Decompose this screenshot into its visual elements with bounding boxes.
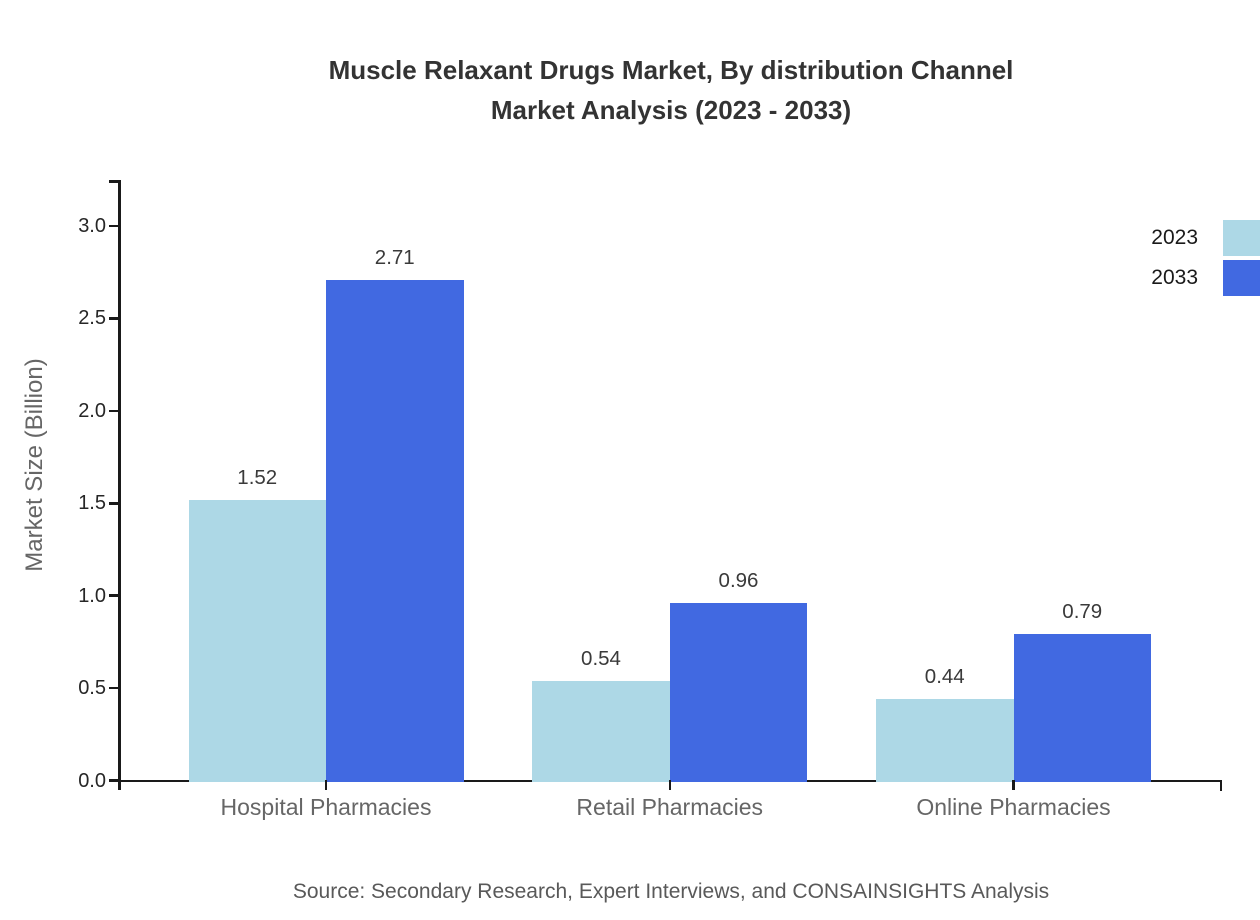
y-tick-mark: [109, 594, 118, 597]
bar-value-label: 0.79: [1062, 600, 1103, 624]
y-axis-line: [118, 180, 121, 790]
bar-2033-2: [1013, 634, 1151, 783]
x-tick-mark: [1012, 780, 1015, 790]
x-axis-end-cap: [1219, 779, 1222, 791]
bar-value-label: 2.71: [374, 245, 415, 269]
x-tick-label: Hospital Pharmacies: [220, 794, 432, 820]
y-tick-label: 2.5: [78, 307, 106, 330]
bar-value-label: 1.52: [237, 465, 278, 489]
y-tick-mark: [109, 317, 118, 320]
y-tick-mark: [109, 686, 118, 690]
bar-2033-1: [669, 603, 808, 783]
bar-2033-0: [326, 279, 464, 783]
x-tick-label: Online Pharmacies: [916, 794, 1111, 820]
y-tick-label: 0.5: [78, 677, 106, 700]
legend-swatch-2033: [1223, 260, 1260, 296]
y-tick-label: 0.0: [78, 769, 106, 792]
bar-value-label: 0.54: [581, 646, 621, 670]
chart-title-line1: Muscle Relaxant Drugs Market, By distrib…: [328, 55, 1014, 85]
bar-2023-2: [876, 699, 1014, 783]
source-note: Source: Secondary Research, Expert Inter…: [292, 880, 1050, 903]
legend-swatch-2023: [1223, 220, 1260, 256]
y-tick-mark: [109, 224, 118, 228]
chart-title-line2: Market Analysis (2023 - 2033): [490, 95, 852, 125]
x-tick-mark: [324, 780, 328, 790]
y-tick-label: 2.0: [78, 399, 106, 422]
y-tick-label: 1.0: [78, 584, 106, 607]
x-tick-label: Retail Pharmacies: [576, 794, 764, 820]
x-tick-mark: [668, 780, 671, 790]
y-tick-label: 3.0: [78, 215, 106, 238]
legend-label-2033: 2033: [1151, 266, 1198, 289]
y-axis-end-cap: [109, 180, 119, 183]
bar-value-label: 0.44: [924, 665, 965, 689]
bar-2023-0: [188, 499, 326, 783]
y-tick-mark: [109, 779, 118, 782]
y-tick-mark: [109, 502, 118, 505]
bar-2023-1: [532, 680, 670, 783]
y-tick-mark: [109, 409, 118, 413]
bar-value-label: 0.96: [718, 569, 759, 593]
chart-title: Muscle Relaxant Drugs Market, By distrib…: [120, 50, 1222, 130]
legend-label-2023: 2023: [1151, 226, 1198, 249]
y-tick-label: 1.5: [78, 492, 106, 515]
